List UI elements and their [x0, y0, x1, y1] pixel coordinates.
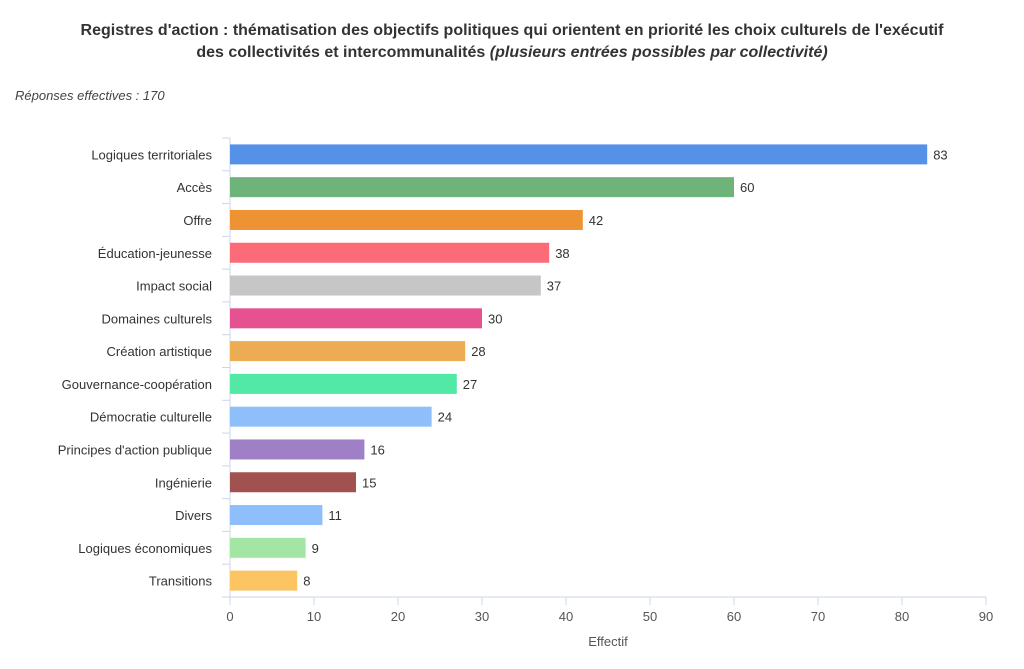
bar [230, 439, 365, 460]
bar [230, 242, 550, 263]
category-label: Transitions [149, 574, 213, 589]
category-label: Démocratie culturelle [90, 410, 212, 425]
data-label: 24 [438, 410, 452, 425]
bar [230, 406, 432, 427]
chart-title-line2-text: des collectivités et intercommunalités [196, 44, 486, 61]
category-label: Accès [177, 180, 213, 195]
data-label: 42 [589, 213, 603, 228]
category-label: Offre [183, 213, 212, 228]
category-label: Création artistique [107, 344, 213, 359]
category-label: Logiques économiques [78, 541, 212, 556]
bar [230, 144, 928, 165]
data-label: 83 [933, 147, 947, 162]
x-tick-label: 90 [979, 609, 993, 624]
chart-title-line1: Registres d'action : thématisation des o… [80, 22, 944, 39]
category-label: Éducation-jeunesse [98, 246, 212, 261]
data-label: 38 [555, 246, 569, 261]
data-label: 30 [488, 311, 502, 326]
x-axis-title: Effectif [588, 634, 628, 649]
x-tick-label: 10 [307, 609, 321, 624]
data-label: 16 [370, 442, 384, 457]
plot-area: Logiques territoriales 83 Accès 60 Offre 42 Éd… [58, 137, 993, 649]
bar [230, 177, 734, 198]
bar [230, 373, 457, 394]
data-label: 9 [312, 541, 319, 556]
bar [230, 275, 541, 296]
chart-subtitle: Réponses effectives : 170 [15, 88, 165, 103]
category-label: Ingénierie [155, 475, 212, 490]
category-label: Gouvernance-coopération [62, 377, 212, 392]
x-tick-label: 30 [475, 609, 489, 624]
bar [230, 209, 583, 230]
chart-title: Registres d'action : thématisation des o… [0, 20, 1024, 64]
x-tick-label: 40 [559, 609, 573, 624]
data-label: 11 [328, 508, 342, 523]
bar [230, 505, 323, 526]
x-tick-label: 20 [391, 609, 405, 624]
data-label: 28 [471, 344, 485, 359]
bar [230, 537, 306, 558]
chart-title-note: (plusieurs entrées possibles par collect… [489, 44, 828, 61]
x-tick-label: 80 [895, 609, 909, 624]
category-label: Divers [175, 508, 212, 523]
bar [230, 570, 298, 591]
x-tick-label: 60 [727, 609, 741, 624]
bar [230, 308, 482, 329]
category-label: Logiques territoriales [91, 147, 212, 162]
category-label: Impact social [136, 279, 212, 294]
x-tick-label: 50 [643, 609, 657, 624]
x-tick-label: 0 [226, 609, 233, 624]
data-label: 60 [740, 180, 754, 195]
x-tick-label: 70 [811, 609, 825, 624]
bar [230, 472, 356, 493]
category-label: Principes d'action publique [58, 442, 212, 457]
chart-title-line2: des collectivités et intercommunalités (… [0, 42, 1024, 64]
data-label: 8 [303, 574, 310, 589]
data-label: 15 [362, 475, 376, 490]
data-label: 37 [547, 279, 561, 294]
category-label: Domaines culturels [101, 311, 212, 326]
data-label: 27 [463, 377, 477, 392]
bar [230, 341, 466, 362]
